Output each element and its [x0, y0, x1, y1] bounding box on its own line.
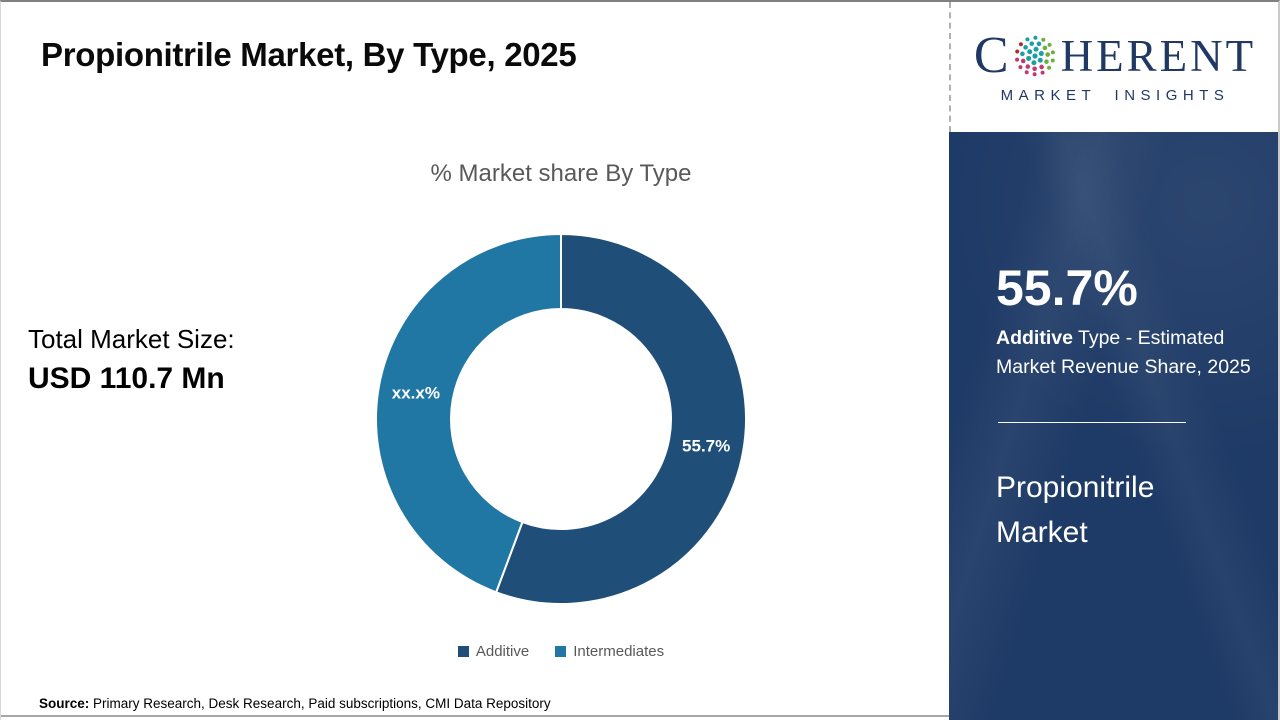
sidebar: C HERENT MARKET INSIGHTS 55.7% Additive …: [949, 2, 1278, 720]
source-line: Source: Primary Research, Desk Research,…: [39, 696, 551, 711]
legend-swatch-additive: [457, 646, 469, 657]
total-market-size-block: Total Market Size: USD 110.7 Mn: [28, 324, 235, 396]
brand-globe-icon: [1014, 35, 1055, 77]
chart-title: % Market share By Type: [430, 160, 692, 187]
sidebar-panel: 55.7% Additive Type - Estimated Market R…: [949, 132, 1278, 720]
stat-label-rest: Type - Estimated Market Revenue Share, 2…: [996, 327, 1251, 378]
sidebar-divider: [998, 422, 1186, 423]
legend-label-intermediates: Intermediates: [573, 643, 665, 660]
brand-letter-c: C: [973, 27, 1009, 84]
stat-label: Additive Type - Estimated Market Revenue…: [996, 324, 1256, 382]
legend-item-additive: Additive: [457, 643, 530, 660]
brand-logo: C HERENT MARKET INSIGHTS: [949, 2, 1278, 132]
total-market-size-label: Total Market Size:: [28, 324, 235, 354]
source-label: Source:: [39, 696, 90, 711]
donut-chart: 55.7% xx.x%: [375, 232, 747, 605]
sidebar-market-title: Propionitrile Market: [996, 471, 1155, 549]
brand-letters-rest: HERENT: [1060, 30, 1257, 81]
donut-segment-additive: [494, 232, 747, 605]
stat-label-bold: Additive: [996, 327, 1073, 349]
stat-value: 55.7%: [996, 260, 1138, 316]
chart-legend: Additive Intermediates: [371, 643, 751, 660]
page-title: Propionitrile Market, By Type, 2025: [41, 36, 577, 73]
legend-item-intermediates: Intermediates: [555, 643, 664, 660]
legend-label-additive: Additive: [475, 643, 530, 660]
brand-tagline: MARKET INSIGHTS: [1000, 87, 1230, 104]
source-text: Primary Research, Desk Research, Paid su…: [89, 696, 551, 711]
slice-label-intermediates: xx.x%: [392, 384, 440, 403]
main-content: Propionitrile Market, By Type, 2025 % Ma…: [1, 2, 949, 720]
slice-label-additive: 55.7%: [682, 436, 730, 455]
bottom-divider: [1, 715, 949, 717]
total-market-size-value: USD 110.7 Mn: [28, 362, 225, 395]
donut-segment-intermediates: [375, 232, 562, 594]
legend-swatch-intermediates: [555, 646, 567, 657]
brand-wordmark: C HERENT: [974, 30, 1256, 82]
